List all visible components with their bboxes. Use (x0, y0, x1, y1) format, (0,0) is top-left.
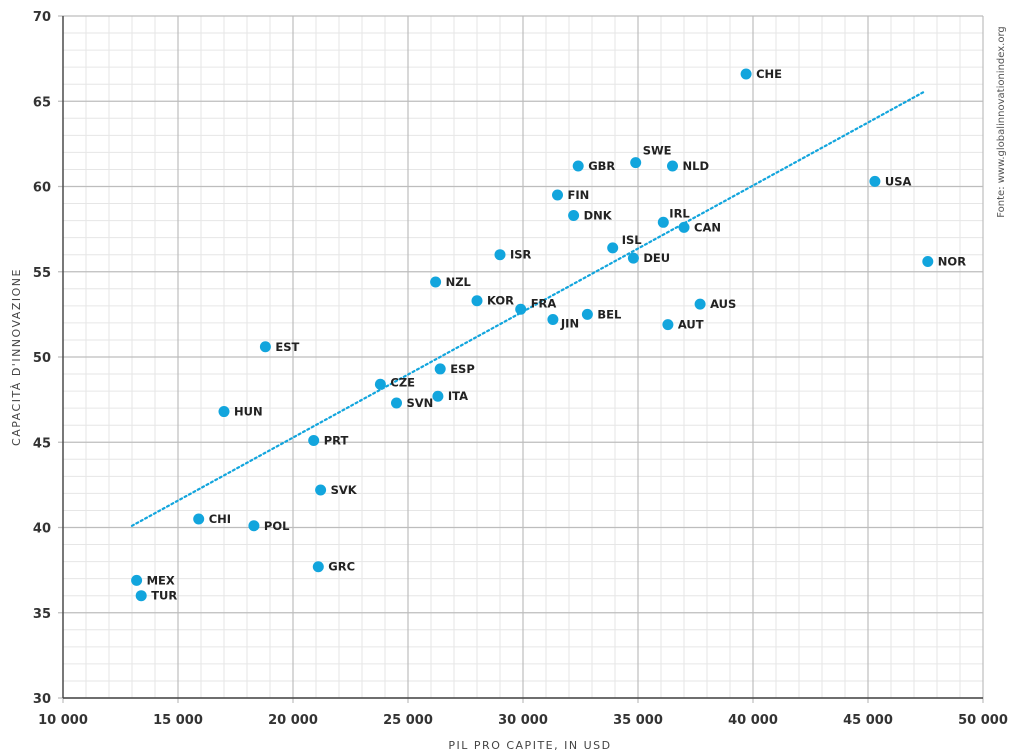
axes (62, 16, 983, 699)
data-point-prt (308, 435, 320, 447)
point-label-grc: GRC (328, 560, 355, 574)
data-point-nld (667, 160, 678, 172)
data-point-pol (248, 520, 260, 532)
data-point-deu (627, 252, 639, 264)
point-label-fin: FIN (568, 188, 590, 202)
point-label-ita: ITA (448, 389, 468, 403)
y-tick-labels: 30 35 40 45 50 55 60 65 70 (33, 10, 51, 707)
data-point-aut (662, 319, 674, 331)
point-label-chi: CHI (209, 512, 231, 526)
x-tick-labels: 10 000 15 000 20 000 25 000 30 000 35 000 40 0… (38, 713, 1008, 728)
y-tick-label: 55 (33, 266, 51, 281)
data-point-mex (131, 574, 143, 586)
data-point-can (678, 221, 690, 233)
point-label-hun: HUN (234, 405, 263, 419)
data-point-grc (312, 561, 324, 573)
point-label-swe: SWE (643, 144, 672, 158)
data-point-bel (581, 308, 593, 320)
x-tick-label: 10 000 (38, 713, 88, 728)
point-label-fra: FRA (531, 296, 557, 310)
point-label-est: EST (275, 340, 299, 354)
point-label-esp: ESP (450, 362, 475, 376)
data-point-fin (552, 189, 563, 201)
source-note: Fonte: www.globalinnovationindex.org (996, 26, 1007, 217)
point-label-isl: ISL (622, 233, 643, 247)
y-tick-label: 60 (33, 181, 51, 196)
data-point-che (740, 68, 752, 80)
y-tick-label: 45 (33, 436, 51, 451)
trend-line-group (130, 89, 927, 527)
x-tick-label: 45 000 (843, 713, 893, 728)
x-tick-label: 25 000 (383, 713, 433, 728)
point-label-prt: PRT (324, 434, 349, 448)
data-point-aus (694, 298, 706, 310)
point-label-aut: AUT (678, 318, 704, 332)
point-label-pol: POL (264, 519, 290, 533)
data-point-esp (434, 363, 446, 375)
y-tick-label: 40 (33, 522, 51, 537)
point-label-aus: AUS (710, 297, 736, 311)
point-label-nld: NLD (683, 159, 710, 173)
point-label-dnk: DNK (584, 208, 613, 222)
point-label-bel: BEL (597, 307, 622, 321)
data-point-usa (869, 175, 881, 187)
y-axis-title: CAPACITÀ D'INNOVAZIONE (10, 268, 23, 446)
point-label-nor: NOR (938, 255, 966, 269)
y-tick-label: 70 (33, 10, 51, 25)
trend-line (130, 89, 927, 527)
point-label-nzl: NZL (446, 275, 472, 289)
data-point-swe (630, 157, 642, 169)
point-label-cze: CZE (390, 375, 415, 389)
point-label-kor: KOR (487, 294, 514, 308)
point-label-gbr: GBR (588, 159, 615, 173)
data-point-est (259, 341, 271, 353)
data-point-chi (193, 513, 205, 525)
x-tick-label: 35 000 (613, 713, 663, 728)
data-point-nzl (430, 276, 442, 288)
x-tick-label: 40 000 (728, 713, 778, 728)
point-label-jin: JIN (560, 316, 579, 330)
x-tick-label: 50 000 (958, 713, 1008, 728)
point-label-can: CAN (694, 220, 721, 234)
data-point-tur (135, 590, 147, 602)
y-tick-label: 35 (33, 607, 51, 622)
point-label-usa: USA (885, 174, 912, 188)
data-point-svk (315, 484, 327, 496)
data-point-hun (218, 406, 230, 418)
point-label-irl: IRL (669, 206, 690, 220)
data-point-fra (515, 303, 527, 315)
major-gridlines (58, 15, 984, 703)
point-label-svn: SVN (407, 396, 434, 410)
y-tick-label: 65 (33, 95, 51, 110)
data-points (131, 68, 934, 602)
data-point-jin (547, 313, 559, 325)
data-point-nor (922, 256, 934, 268)
point-label-mex: MEX (147, 573, 175, 587)
y-tick-label: 30 (33, 692, 51, 707)
x-tick-label: 15 000 (153, 713, 203, 728)
data-point-gbr (572, 160, 584, 172)
data-point-irl (657, 216, 669, 228)
y-tick-label: 50 (33, 351, 51, 366)
x-tick-label: 30 000 (498, 713, 548, 728)
data-point-isl (607, 242, 619, 254)
x-axis-title: PIL PRO CAPITE, IN USD (448, 739, 611, 752)
data-point-dnk (568, 209, 580, 221)
x-tick-label: 20 000 (268, 713, 318, 728)
point-label-svk: SVK (331, 483, 358, 497)
data-point-isr (494, 249, 506, 261)
point-label-tur: TUR (151, 589, 177, 603)
data-point-svn (391, 397, 402, 409)
data-point-cze (374, 378, 386, 390)
point-label-che: CHE (756, 67, 782, 81)
data-point-kor (471, 295, 483, 307)
point-label-deu: DEU (643, 251, 670, 265)
data-point-ita (432, 390, 444, 402)
point-label-isr: ISR (510, 248, 532, 262)
